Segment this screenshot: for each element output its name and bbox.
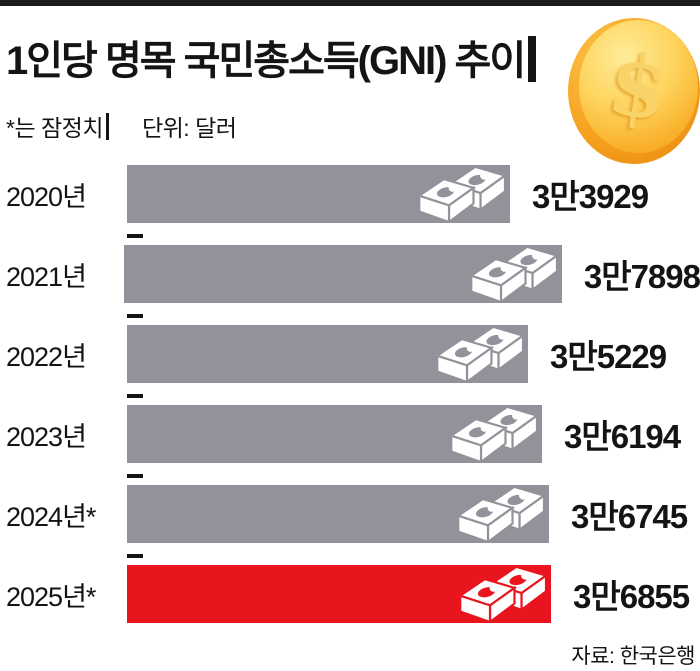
axis-tick (127, 234, 143, 238)
value-label: 3만7898 (583, 258, 700, 295)
year-label: 2024년* (6, 501, 96, 532)
subtitle-row: *는 잠정치 단위: 달러 (6, 109, 237, 143)
gold-dollar-coin-icon: $ (568, 18, 700, 164)
money-stacks-icon (458, 486, 546, 542)
value-label: 3만6855 (573, 578, 690, 615)
year-label: 2023년 (6, 421, 87, 452)
money-stacks-icon (471, 246, 559, 302)
value-label: 3만3929 (532, 178, 649, 215)
note-divider (105, 112, 109, 140)
row-2023: 2023년 3만6194 (0, 405, 700, 478)
year-label: 2020년 (6, 181, 87, 212)
row-2025: 2025년* 3만6855 (0, 565, 700, 623)
axis-tick (127, 394, 143, 398)
bar-2023 (127, 405, 542, 463)
top-rule (0, 0, 700, 6)
bar-2021 (123, 245, 562, 303)
row-2021: 2021년 3만7898 (0, 245, 700, 318)
bar-chart: 2020년 3만3929 2021년 3만7898 2022년 3만5229 2… (0, 165, 700, 623)
year-label: 2025년* (6, 581, 96, 612)
value-label: 3만6745 (571, 498, 688, 535)
money-stacks-icon (451, 406, 539, 462)
bar-2025-highlighted (127, 565, 551, 623)
bar-2022 (127, 325, 528, 383)
row-2020: 2020년 3만3929 (0, 165, 700, 238)
unit-label: 단위: 달러 (141, 115, 237, 141)
year-label: 2021년 (6, 261, 87, 292)
axis-tick (127, 554, 143, 558)
value-label: 3만6194 (564, 418, 681, 455)
source-credit: 자료: 한국은행 (571, 645, 695, 668)
money-stacks-icon (437, 326, 525, 382)
title-end-bar (528, 36, 537, 82)
coin-face: $ (579, 20, 698, 153)
row-2024: 2024년* 3만6745 (0, 485, 700, 558)
bar-2020 (127, 165, 510, 223)
dollar-sign-icon: $ (601, 32, 676, 140)
footnote-label: *는 잠정치 (6, 115, 103, 141)
page-title: 1인당 명목 국민총소득(GNI) 추이 (6, 28, 537, 86)
axis-tick (127, 474, 143, 478)
value-label: 3만5229 (550, 338, 667, 375)
axis-tick (127, 314, 143, 318)
page-title-text: 1인당 명목 국민총소득(GNI) 추이 (6, 39, 526, 83)
money-stacks-icon (419, 166, 507, 222)
row-2022: 2022년 3만5229 (0, 325, 700, 398)
year-label: 2022년 (6, 341, 87, 372)
money-stacks-icon (460, 566, 548, 622)
bar-2024 (127, 485, 549, 543)
